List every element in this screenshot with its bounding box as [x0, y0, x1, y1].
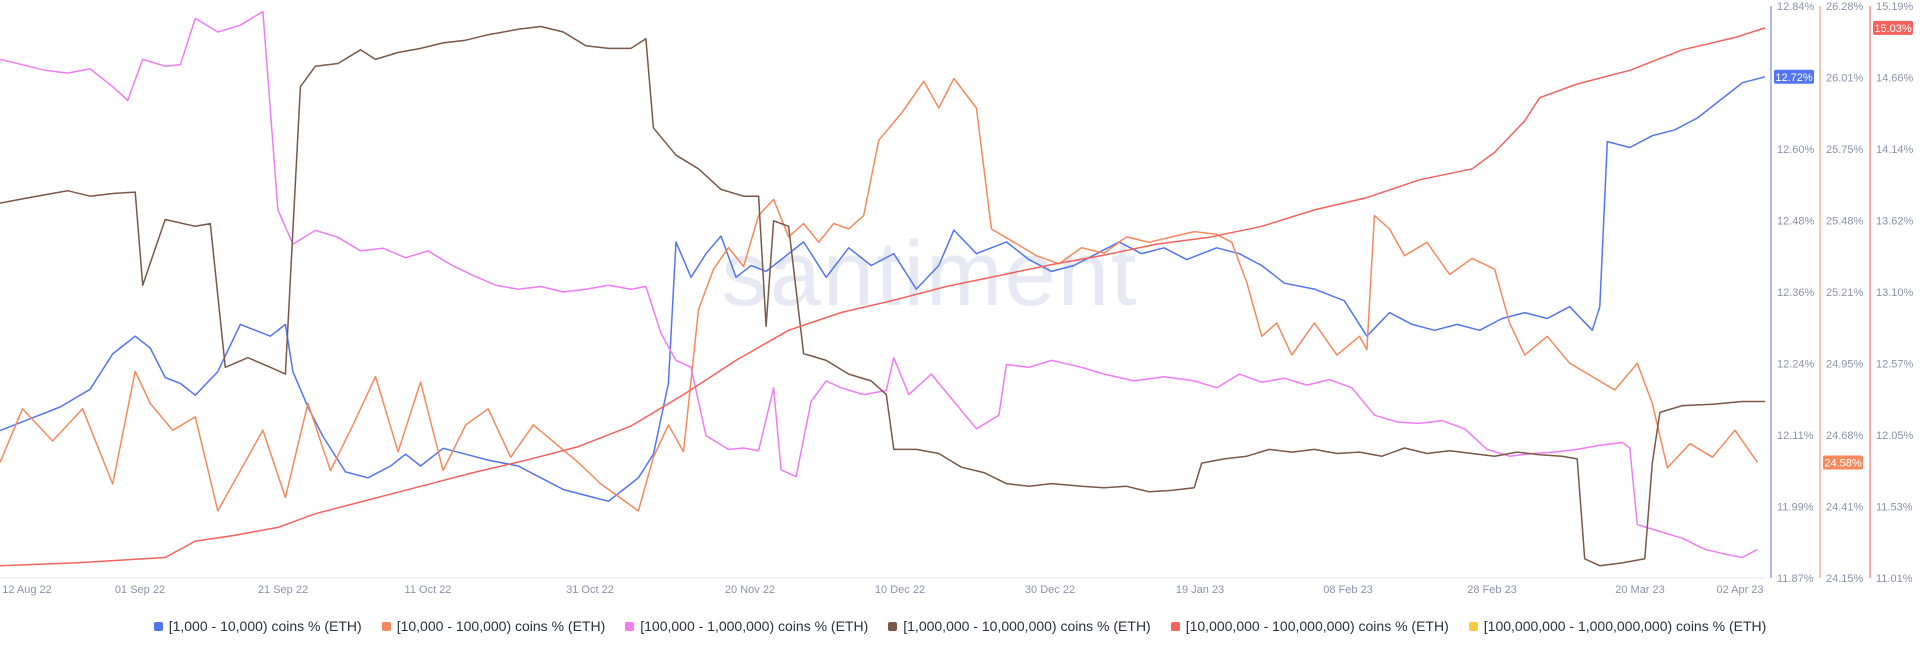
legend-label: [10,000 - 100,000) coins % (ETH)	[396, 618, 606, 634]
series-line-s3	[0, 10, 1758, 559]
y-tick-label-red: 12.57%	[1876, 359, 1914, 371]
legend-swatch	[153, 621, 163, 631]
x-tick-label: 20 Mar 23	[1615, 584, 1665, 596]
y-tick-label-orange: 26.01%	[1826, 73, 1864, 85]
value-badge-blue	[1774, 69, 1814, 84]
legend-swatch	[381, 621, 391, 631]
series-line-s5	[0, 27, 1766, 567]
x-tick-label: 10 Dec 22	[875, 584, 925, 596]
y-tick-label-orange: 25.48%	[1826, 216, 1864, 228]
chart-legend: [1,000 - 10,000) coins % (ETH) [10,000 - …	[0, 614, 1920, 638]
y-tick-label-blue: 12.11%	[1777, 430, 1814, 442]
legend-item[interactable]: [10,000 - 100,000) coins % (ETH)	[381, 618, 606, 634]
value-badge-label-red: 15.03%	[1874, 23, 1912, 35]
y-tick-label-orange: 24.68%	[1826, 430, 1864, 442]
legend-swatch	[1170, 621, 1180, 631]
legend-label: [100,000,000 - 1,000,000,000) coins % (E…	[1483, 618, 1767, 634]
x-tick-label: 08 Feb 23	[1323, 584, 1373, 596]
legend-swatch	[1468, 621, 1478, 631]
y-tick-label-red: 11.53%	[1876, 502, 1913, 514]
y-tick-label-orange: 24.41%	[1826, 502, 1864, 514]
x-tick-label: 30 Dec 22	[1025, 584, 1075, 596]
y-tick-label-red: 11.01%	[1876, 573, 1913, 585]
y-tick-label-orange: 25.21%	[1826, 287, 1864, 299]
legend-swatch	[625, 621, 635, 631]
x-tick-label: 01 Sep 22	[115, 584, 165, 596]
y-tick-label-blue: 12.36%	[1777, 287, 1815, 299]
y-tick-label-red: 14.66%	[1876, 73, 1914, 85]
value-badge-red	[1873, 20, 1913, 35]
y-tick-label-orange: 24.15%	[1826, 573, 1864, 585]
legend-label: [10,000,000 - 100,000,000) coins % (ETH)	[1185, 618, 1449, 634]
value-badge-orange	[1823, 455, 1863, 470]
x-tick-label: 21 Sep 22	[258, 584, 308, 596]
legend-swatch	[888, 621, 898, 631]
x-tick-label: 31 Oct 22	[566, 584, 614, 596]
y-tick-label-blue: 12.84%	[1777, 1, 1815, 13]
y-tick-label-blue: 12.48%	[1777, 216, 1815, 228]
legend-label: [1,000,000 - 10,000,000) coins % (ETH)	[903, 618, 1151, 634]
y-tick-label-orange: 24.95%	[1826, 359, 1864, 371]
x-tick-label: 20 Nov 22	[725, 584, 775, 596]
y-tick-label-blue: 12.60%	[1777, 144, 1815, 156]
series-line-s4	[0, 25, 1765, 567]
legend-item[interactable]: [1,000,000 - 10,000,000) coins % (ETH)	[888, 618, 1151, 634]
value-badge-label-blue: 12.72%	[1775, 72, 1813, 84]
y-tick-label-red: 12.05%	[1876, 430, 1914, 442]
x-tick-label: 28 Feb 23	[1467, 584, 1517, 596]
legend-label: [1,000 - 10,000) coins % (ETH)	[168, 618, 362, 634]
legend-item[interactable]: [1,000 - 10,000) coins % (ETH)	[153, 618, 362, 634]
y-tick-label-blue: 12.24%	[1777, 359, 1815, 371]
y-tick-label-orange: 26.28%	[1826, 1, 1864, 13]
value-badge-label-orange: 24.58%	[1824, 458, 1862, 470]
y-tick-label-red: 15.19%	[1876, 1, 1914, 13]
legend-item[interactable]: [100,000 - 1,000,000) coins % (ETH)	[625, 618, 868, 634]
x-tick-label: 12 Aug 22	[2, 584, 52, 596]
x-tick-label: 02 Apr 23	[1716, 584, 1763, 596]
legend-label: [100,000 - 1,000,000) coins % (ETH)	[640, 618, 869, 634]
y-tick-label-blue: 11.99%	[1777, 502, 1814, 514]
legend-item[interactable]: [100,000,000 - 1,000,000,000) coins % (E…	[1468, 618, 1767, 634]
y-tick-label-blue: 11.87%	[1777, 573, 1814, 585]
x-tick-label: 19 Jan 23	[1176, 584, 1224, 596]
y-tick-label-orange: 25.75%	[1826, 144, 1864, 156]
legend-item[interactable]: [10,000,000 - 100,000,000) coins % (ETH)	[1170, 618, 1449, 634]
x-tick-label: 11 Oct 22	[405, 584, 452, 596]
y-tick-label-red: 13.10%	[1876, 287, 1914, 299]
y-tick-label-red: 14.14%	[1876, 144, 1914, 156]
series-line-s2	[0, 77, 1759, 512]
y-tick-label-red: 13.62%	[1876, 216, 1914, 228]
